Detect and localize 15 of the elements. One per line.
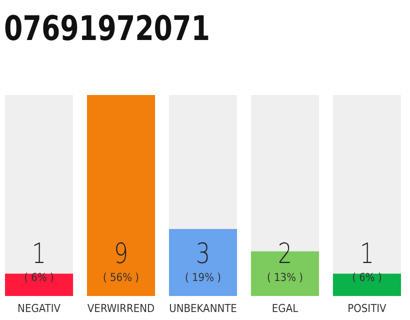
annotation: ( 6% ) bbox=[352, 271, 382, 284]
data-label: 1 bbox=[360, 236, 374, 270]
x-tick-label: VERWIRREND bbox=[87, 302, 155, 315]
annotation: ( 56% ) bbox=[103, 271, 140, 284]
x-tick-label: UNBEKANNTE bbox=[169, 302, 237, 315]
annotation: ( 19% ) bbox=[184, 271, 222, 284]
x-tick-label: EGAL bbox=[272, 302, 299, 315]
data-label: 1 bbox=[32, 236, 46, 270]
x-tick-label: NEGATIV bbox=[18, 302, 61, 315]
annotation: ( 6% ) bbox=[24, 271, 54, 284]
data-label: 9 bbox=[114, 236, 128, 270]
annotation: ( 13% ) bbox=[266, 271, 304, 284]
x-tick-label: POSITIV bbox=[348, 302, 387, 315]
data-label: 3 bbox=[196, 236, 210, 270]
chart-title: 07691972071 bbox=[4, 9, 238, 49]
